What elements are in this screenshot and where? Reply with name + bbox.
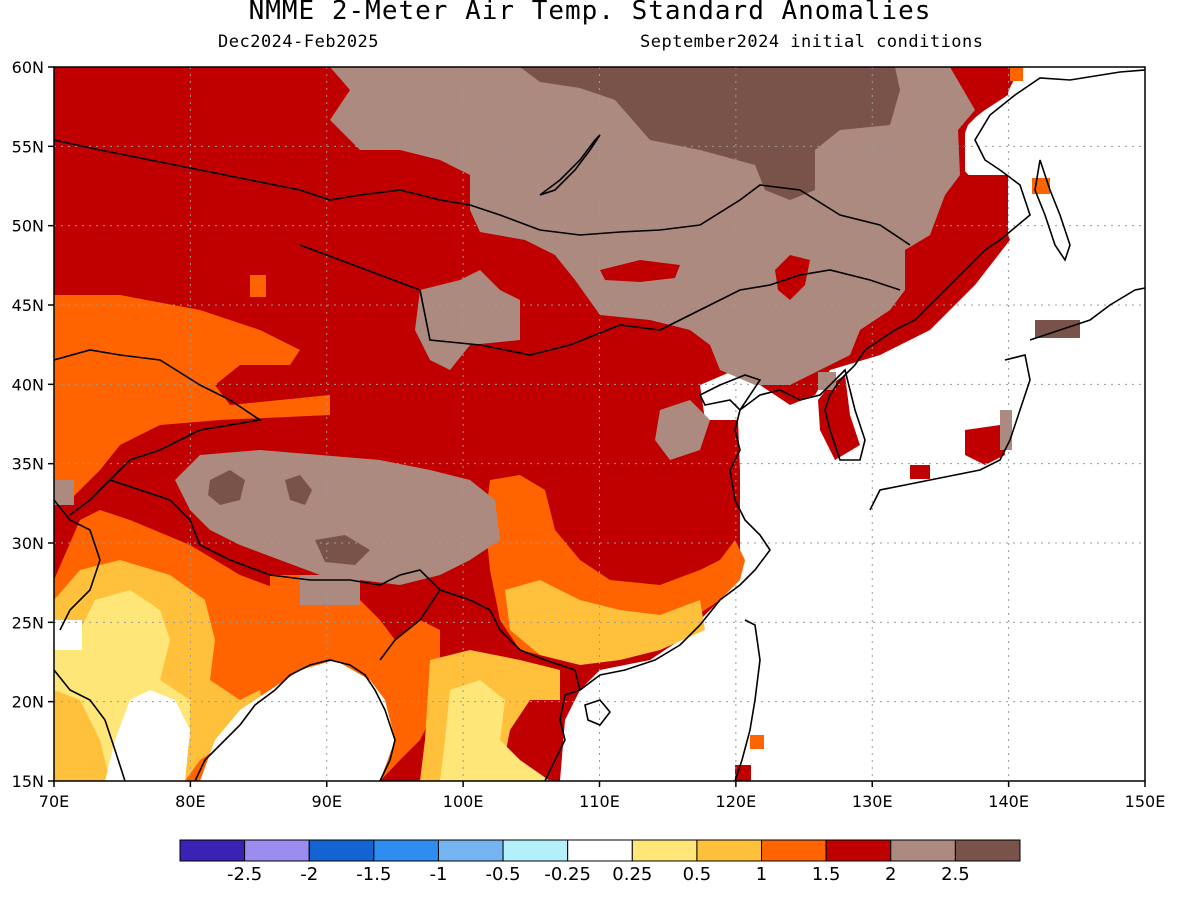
border-southeast-asia bbox=[439, 589, 581, 691]
lon-tick-label: 140E bbox=[988, 792, 1029, 811]
lon-tick-label: 150E bbox=[1125, 792, 1166, 811]
coastlines bbox=[54, 69, 1145, 781]
lake-baikal bbox=[539, 134, 601, 196]
colorbar-swatch bbox=[890, 839, 956, 862]
colorbar-label: 0.5 bbox=[683, 864, 712, 885]
anomaly-red-kyushu bbox=[910, 465, 930, 479]
lon-tick-label: 80E bbox=[175, 792, 205, 811]
colorbar-label: -1.5 bbox=[356, 864, 391, 885]
border-himalaya bbox=[109, 479, 442, 661]
forecast-period: Dec2024-Feb2025 bbox=[218, 32, 380, 52]
anomaly-tan-japan bbox=[1000, 410, 1012, 450]
anomaly-red-japan bbox=[965, 425, 1005, 465]
colorbar-swatch bbox=[567, 839, 633, 862]
coast-japan bbox=[869, 287, 1145, 511]
anomaly-orange-patch bbox=[1010, 67, 1023, 81]
colorbar-label: 2 bbox=[885, 864, 896, 885]
lat-tick-label: 15N bbox=[12, 772, 44, 791]
colorbar-swatch bbox=[954, 839, 1021, 862]
coast-india-west bbox=[54, 669, 126, 781]
colorbar-label: 0.25 bbox=[612, 864, 652, 885]
anomaly-orange-taiwan bbox=[750, 735, 764, 749]
anomaly-yellow-indochina bbox=[440, 680, 550, 781]
map-title: NMME 2-Meter Air Temp. Standard Anomalie… bbox=[248, 0, 932, 26]
border-mongolia-china bbox=[299, 244, 901, 356]
lat-tick-label: 60N bbox=[12, 58, 44, 77]
coast-hainan bbox=[584, 699, 612, 726]
lat-tick-label: 30N bbox=[12, 534, 44, 553]
lon-tick-label: 100E bbox=[443, 792, 484, 811]
anomaly-white-scs bbox=[560, 680, 700, 781]
lat-tick-label: 25N bbox=[12, 613, 44, 632]
colorbar-label: -0.25 bbox=[544, 864, 591, 885]
coast-bay-of-bengal bbox=[194, 659, 396, 781]
colorbar-label: 1.5 bbox=[812, 864, 841, 885]
colorbar-label: -1 bbox=[429, 864, 447, 885]
anomaly-brown-hokkaido bbox=[1035, 320, 1080, 338]
anomaly-white-patch bbox=[54, 620, 82, 650]
border-india-pak bbox=[54, 499, 101, 631]
coast-taiwan bbox=[734, 619, 761, 781]
anomaly-white-bay2 bbox=[200, 660, 395, 781]
colorbar-swatch bbox=[631, 839, 698, 862]
colorbar-label: 1 bbox=[756, 864, 767, 885]
anomaly-tan-korea bbox=[818, 372, 836, 390]
lat-tick-label: 55N bbox=[12, 137, 44, 156]
colorbar-swatch bbox=[179, 839, 246, 862]
anomaly-orange-patch bbox=[250, 275, 266, 297]
lat-tick-label: 35N bbox=[12, 455, 44, 474]
lat-tick-label: 20N bbox=[12, 693, 44, 712]
anomaly-orange-west bbox=[54, 295, 330, 500]
anomaly-tan-central bbox=[415, 270, 520, 370]
colorbar-label: -0.5 bbox=[486, 864, 521, 885]
lon-tick-label: 70E bbox=[39, 792, 69, 811]
anomaly-white-bay bbox=[105, 690, 190, 781]
coast-east-asia bbox=[544, 69, 1145, 781]
colorbar-swatch bbox=[761, 839, 827, 862]
longitude-axis: 70E 80E 90E 100E 110E 120E 130E 140E 150E bbox=[39, 781, 1166, 811]
anomaly-tan-china-east bbox=[655, 400, 710, 460]
anomaly-tan-west bbox=[54, 480, 74, 505]
anomaly-red-mongolia-interior bbox=[600, 260, 680, 282]
anomaly-brown-tibet2 bbox=[285, 475, 312, 505]
colorbar: -2.5 -2 -1.5 -1 -0.5 -0.25 0.25 0.5 1 1.5 2 2.5 bbox=[179, 839, 1021, 885]
colorbar-swatch bbox=[373, 839, 439, 862]
colorbar-label: -2 bbox=[300, 864, 318, 885]
colorbar-swatch bbox=[696, 839, 763, 862]
initial-conditions: September2024 initial conditions bbox=[640, 32, 984, 52]
lat-tick-label: 50N bbox=[12, 217, 44, 236]
lon-tick-label: 130E bbox=[852, 792, 893, 811]
colorbar-swatch bbox=[244, 839, 310, 862]
colorbar-swatch bbox=[437, 839, 504, 862]
anomaly-lightorange-china bbox=[505, 580, 705, 665]
colorbar-swatch bbox=[308, 839, 375, 862]
anomaly-brown-tibet1 bbox=[208, 470, 245, 505]
latitude-axis: 15N 20N 25N 30N 35N 40N 45N 50N 55N 60N bbox=[12, 58, 54, 791]
lat-tick-label: 40N bbox=[12, 375, 44, 394]
anomaly-tan-tibet bbox=[175, 450, 500, 585]
border-china-russia-mongolia bbox=[54, 139, 911, 246]
lon-tick-label: 120E bbox=[716, 792, 757, 811]
coast-sakhalin bbox=[1034, 159, 1071, 262]
colorbar-label: 2.5 bbox=[941, 864, 970, 885]
lon-tick-label: 90E bbox=[312, 792, 342, 811]
colorbar-label: -2.5 bbox=[227, 864, 262, 885]
colorbar-swatch bbox=[502, 839, 569, 862]
colorbar-swatch bbox=[825, 839, 892, 862]
anomaly-red-korea bbox=[818, 375, 860, 460]
lon-tick-label: 110E bbox=[579, 792, 620, 811]
anomaly-brown-siberia bbox=[520, 67, 900, 200]
lat-tick-label: 45N bbox=[12, 296, 44, 315]
